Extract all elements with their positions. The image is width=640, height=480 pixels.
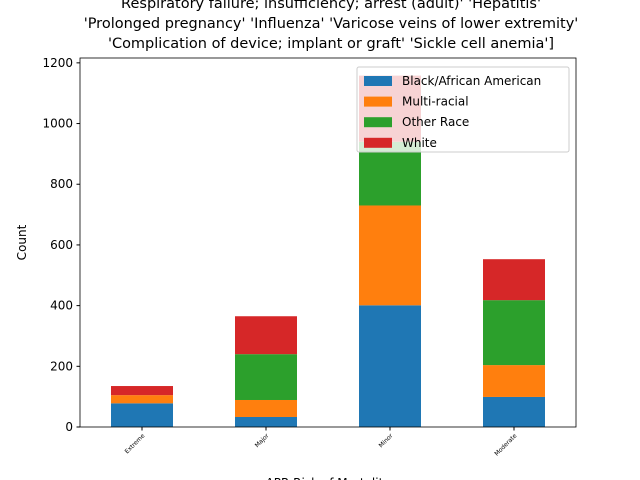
y-tick-label: 0 xyxy=(65,420,73,434)
x-tick-label: Major xyxy=(254,432,271,449)
bar-segment xyxy=(111,403,173,427)
bar-segment xyxy=(483,365,545,397)
legend-label: Other Race xyxy=(402,115,469,129)
bar-segment xyxy=(111,386,173,396)
y-tick-label: 1000 xyxy=(42,117,73,131)
y-axis-label: Count xyxy=(15,224,29,260)
axes-frame xyxy=(79,57,577,428)
legend-label: Multi-racial xyxy=(402,95,469,109)
x-axis-label: APR Risk of Mortality xyxy=(266,476,391,480)
x-tick-label: Moderate xyxy=(493,432,518,457)
x-tick-label: Extreme xyxy=(124,432,147,455)
bar-segment xyxy=(111,395,173,404)
y-tick-label: 400 xyxy=(50,299,73,313)
bar-segment xyxy=(483,396,545,427)
legend-label: White xyxy=(402,136,437,150)
chart-title: Respiratory failure; insufficiency; arre… xyxy=(121,0,541,12)
legend-swatch xyxy=(364,117,392,128)
bar-segment xyxy=(235,354,297,400)
bar-segment xyxy=(359,205,421,306)
x-tick-label: Minor xyxy=(378,432,395,449)
y-tick-label: 200 xyxy=(50,359,73,373)
bar-segment xyxy=(235,416,297,427)
y-tick-label: 800 xyxy=(50,177,73,191)
bar-segment xyxy=(359,305,421,427)
y-tick-label: 1200 xyxy=(42,56,73,70)
bar-segment xyxy=(483,300,545,366)
legend-swatch xyxy=(364,96,392,107)
legend-swatch xyxy=(364,76,392,86)
bar-segment xyxy=(235,399,297,417)
bar-segment xyxy=(235,316,297,355)
legend-swatch xyxy=(364,137,392,148)
y-tick-label: 600 xyxy=(50,238,73,252)
chart-title: 'Complication of device; implant or graf… xyxy=(108,36,554,52)
legend-box xyxy=(356,66,570,153)
chart-title: 'Prolonged pregnancy' 'Influenza' 'Varic… xyxy=(84,16,579,32)
legend-label: Black/African American xyxy=(402,74,541,88)
bar-segment xyxy=(483,259,545,301)
